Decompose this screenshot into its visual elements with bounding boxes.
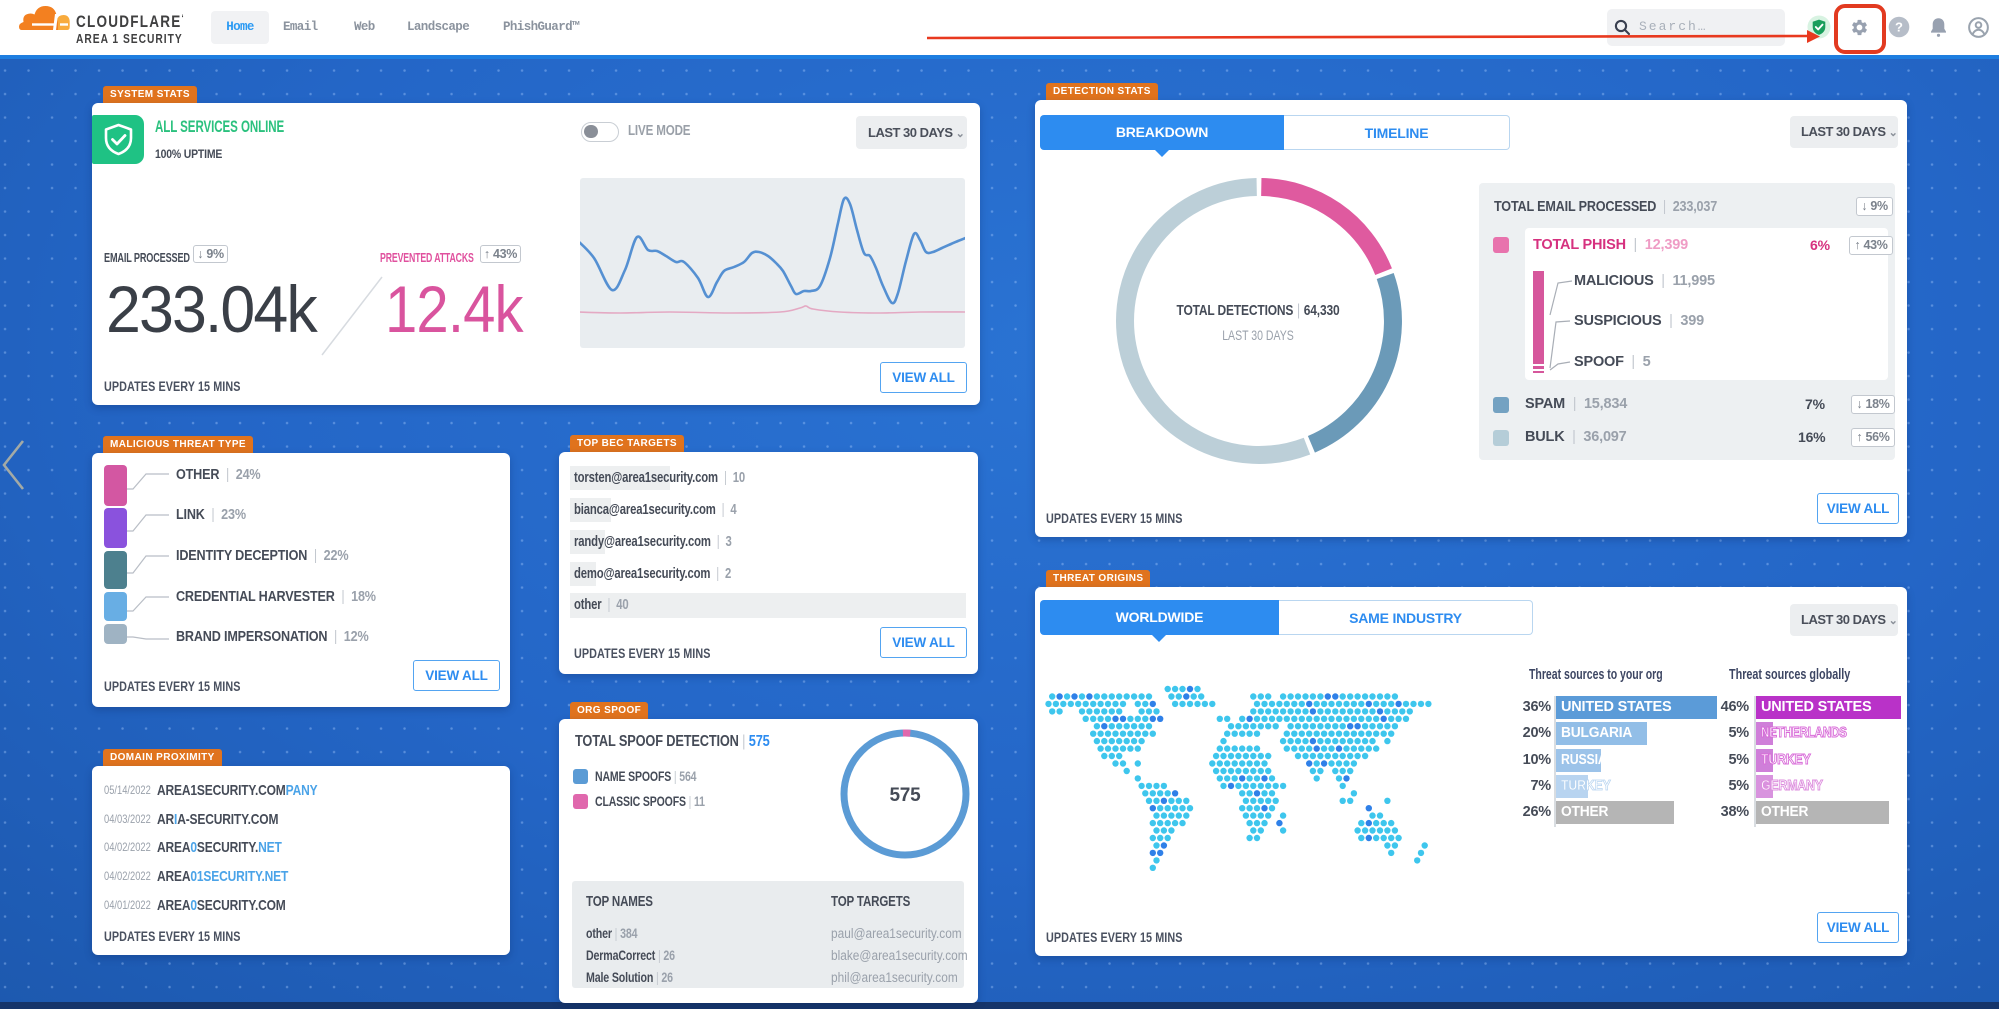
svg-text:?: ? [1895,20,1903,35]
